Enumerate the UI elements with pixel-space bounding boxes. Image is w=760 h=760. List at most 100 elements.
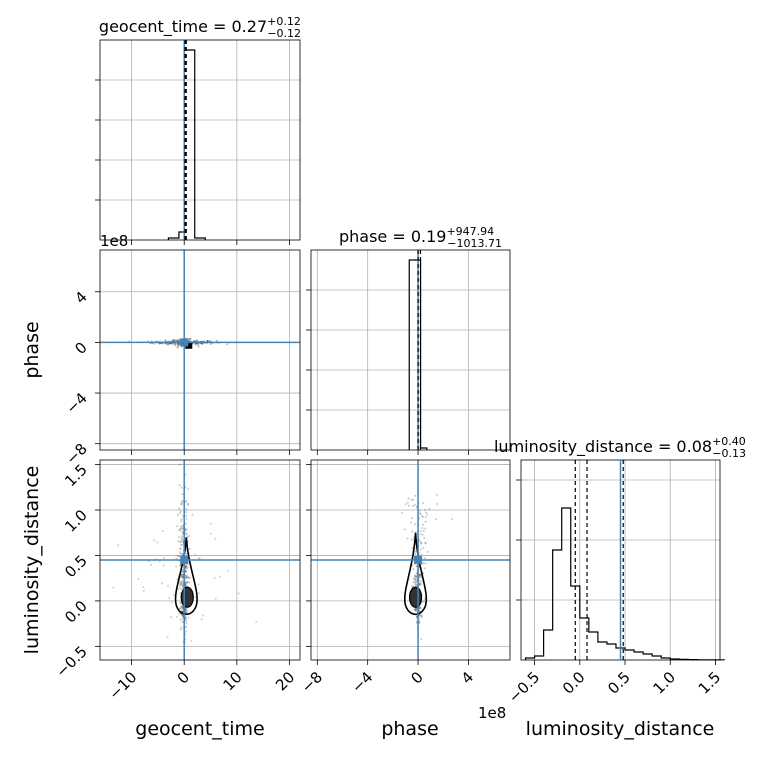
sample-point <box>180 527 183 530</box>
sample-point <box>150 563 153 566</box>
sample-point <box>415 575 418 578</box>
sample-point <box>184 473 187 476</box>
ld-phase-scatter <box>400 493 453 640</box>
sample-point <box>415 505 418 508</box>
phase-ytick-label: 4 <box>71 288 90 307</box>
sample-point <box>180 520 183 523</box>
sample-point <box>179 602 182 605</box>
sample-point <box>184 522 187 525</box>
sample-point <box>185 609 188 612</box>
phase-title-sup: +947.94 <box>446 225 494 238</box>
sample-point <box>406 501 409 504</box>
sample-point <box>162 556 165 559</box>
sample-point <box>180 606 183 609</box>
sample-point <box>196 340 199 343</box>
sample-point <box>420 615 423 618</box>
sample-point <box>185 611 188 614</box>
sample-point <box>184 616 187 619</box>
sample-point <box>202 614 205 617</box>
sample-point <box>179 512 182 515</box>
density-contour-inner <box>180 586 194 608</box>
ld-tick-label: −0.5 <box>505 668 543 706</box>
sample-point <box>185 499 188 502</box>
sample-point <box>168 597 171 600</box>
sample-point <box>412 568 415 571</box>
sample-point <box>177 554 180 557</box>
sample-point <box>177 536 180 539</box>
sample-point <box>420 553 423 556</box>
sample-point <box>189 576 192 579</box>
sample-point <box>170 342 173 345</box>
sample-point <box>209 522 212 525</box>
sample-point <box>185 528 188 531</box>
sample-point <box>185 585 188 588</box>
sample-point <box>164 339 167 342</box>
sample-point <box>419 580 422 583</box>
sample-point <box>185 532 188 535</box>
sample-point <box>197 345 200 348</box>
sample-point <box>176 615 179 618</box>
sample-point <box>420 514 423 517</box>
sample-point <box>184 569 187 572</box>
sample-point <box>418 574 421 577</box>
ld-geocent-frame <box>99 459 301 661</box>
sample-point <box>181 569 184 572</box>
sample-point <box>178 580 181 583</box>
sample-point <box>179 628 182 631</box>
sample-point <box>187 503 190 506</box>
geocent-hist-frame <box>99 39 301 241</box>
sample-point <box>207 340 209 342</box>
offset-label-phase-x: 1e8 <box>478 704 506 722</box>
sample-point <box>179 510 182 513</box>
sample-point <box>206 339 209 342</box>
sample-point <box>168 342 171 345</box>
sample-point <box>160 582 163 585</box>
sample-point <box>181 573 184 576</box>
sample-point <box>185 582 188 585</box>
sample-point <box>176 513 179 516</box>
sample-point <box>415 584 418 587</box>
sample-point <box>112 586 115 589</box>
sample-point <box>179 525 182 528</box>
sample-point <box>176 554 179 557</box>
sample-point <box>413 608 416 611</box>
sample-point <box>407 504 410 507</box>
sample-point <box>180 605 183 608</box>
geocent-tick-label: 0 <box>174 668 193 687</box>
sample-point <box>207 339 209 342</box>
sample-point <box>185 517 188 520</box>
sample-point <box>177 343 180 346</box>
density-core <box>185 341 193 349</box>
sample-point <box>181 531 184 534</box>
sample-point <box>435 517 438 520</box>
sample-point <box>177 540 180 543</box>
sample-point <box>184 564 187 567</box>
sample-point <box>185 576 188 579</box>
sample-point <box>142 590 145 593</box>
sample-point <box>424 542 427 545</box>
sample-point <box>424 516 427 519</box>
sample-point <box>181 543 184 546</box>
sample-point <box>178 585 181 588</box>
ld-ytick-label: 0.0 <box>61 597 91 627</box>
sample-point <box>179 607 182 610</box>
sample-point <box>175 557 178 560</box>
sample-point <box>218 575 221 578</box>
sample-point <box>213 577 216 580</box>
sample-point <box>171 339 175 342</box>
geocent-tick-label: 10 <box>219 668 245 694</box>
sample-point <box>170 601 173 604</box>
sample-point <box>420 614 423 617</box>
geocent-title-text: geocent_time = 0.27+0.12 −0.12 <box>99 15 301 40</box>
sample-point <box>237 592 240 595</box>
sample-point <box>161 530 164 533</box>
sample-point <box>424 557 427 560</box>
sample-point <box>185 515 188 518</box>
sample-point <box>193 554 196 557</box>
sample-point <box>181 576 184 579</box>
sample-point <box>412 577 415 580</box>
sample-point <box>167 343 169 346</box>
geocent-title-sup: +0.12 <box>267 15 301 28</box>
sample-point <box>422 561 425 564</box>
